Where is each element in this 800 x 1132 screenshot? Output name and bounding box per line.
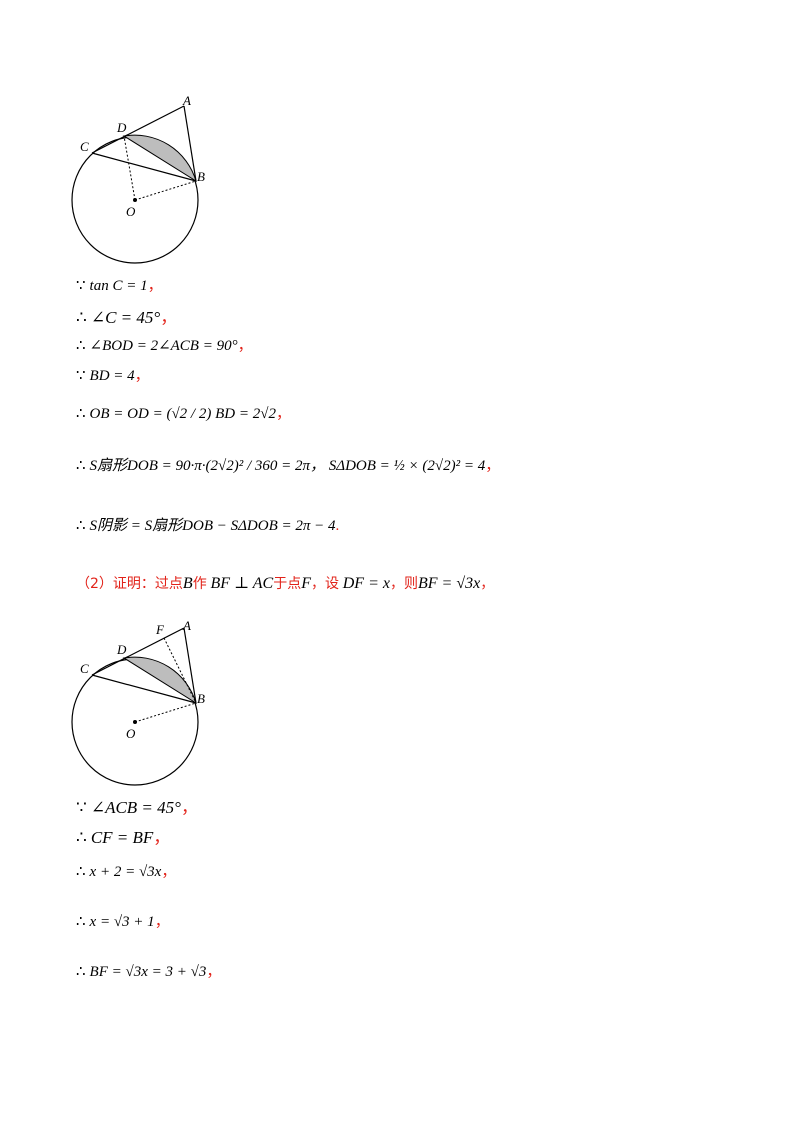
part2-line-1: ∵ ∠ACB = 45°，: [76, 798, 198, 817]
center-point: [133, 720, 137, 724]
label-c: C: [80, 661, 89, 676]
label-f: F: [155, 622, 165, 637]
label-o: O: [126, 726, 136, 741]
shaded-segment: [122, 656, 197, 705]
line-od: [123, 135, 136, 201]
label-a: A: [182, 93, 191, 108]
line-bf: [163, 637, 197, 704]
part1-line-1: ∵ tan C = 1，: [76, 278, 163, 294]
label-a: A: [182, 618, 191, 633]
label-d: D: [116, 120, 127, 135]
label-o: O: [126, 204, 136, 219]
shaded-segment: [122, 134, 197, 183]
line-ab: [183, 105, 197, 182]
part1-line-7: ∴ S阴影 = S扇形DOB − SΔDOB = 2π − 4.: [76, 518, 340, 534]
line-cb: [91, 152, 197, 182]
geometry-figure-2: A F B C D O: [71, 618, 205, 786]
label-b: B: [197, 169, 205, 184]
line-ca: [91, 627, 185, 676]
part1-line-5: ∴ OB = OD = (√2 / 2) BD = 2√2，: [76, 406, 291, 422]
part1-line-2: ∴ ∠C = 45°，: [76, 308, 178, 327]
line-cb: [91, 674, 197, 704]
part2-line-5: ∴ BF = √3x = 3 + √3，: [76, 964, 222, 980]
line-ob: [134, 702, 197, 723]
label-d: D: [116, 642, 127, 657]
part2-line-2: ∴ CF = BF，: [76, 828, 171, 847]
label-c: C: [80, 139, 89, 154]
geometry-figure-1: A B C D O: [71, 93, 205, 264]
proof-statement: （2）证明：过点B作 BF ⊥ AC于点F，设 DF = x，则BF = √3x…: [76, 575, 495, 592]
line-ab: [183, 627, 197, 704]
label-b: B: [197, 691, 205, 706]
center-point: [133, 198, 137, 202]
line-ca: [91, 105, 185, 154]
part1-line-3: ∴ ∠BOD = 2∠ACB = 90°，: [76, 338, 253, 354]
part2-line-3: ∴ x + 2 = √3x，: [76, 864, 177, 880]
line-ob: [134, 180, 197, 201]
part2-line-4: ∴ x = √3 + 1，: [76, 914, 170, 930]
part1-line-4: ∵ BD = 4，: [76, 368, 150, 384]
part1-line-6: ∴ S扇形DOB = 90·π·(2√2)² / 360 = 2π， SΔDOB …: [76, 458, 501, 474]
